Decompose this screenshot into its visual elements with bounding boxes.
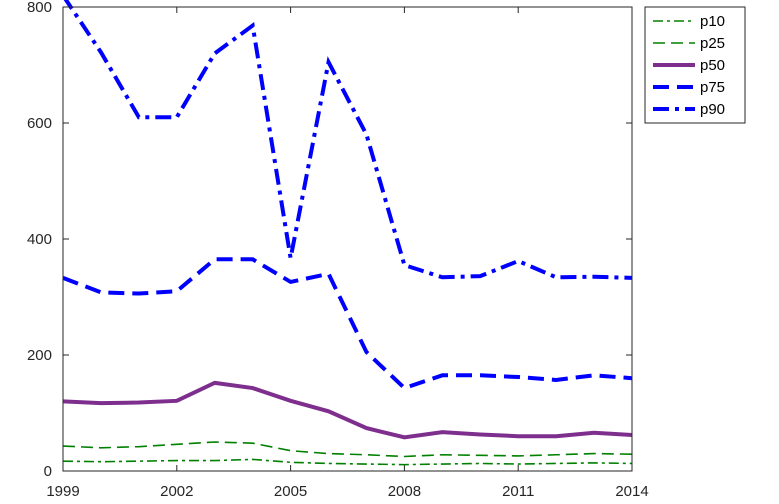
y-axis: 0 200 400 600 800 [27, 0, 632, 480]
y-tick-label: 200 [27, 347, 52, 364]
x-tick-label: 2002 [160, 483, 193, 500]
legend-label-p50: p50 [700, 57, 725, 74]
legend-label-p25: p25 [700, 35, 725, 52]
series-line-p25 [62, 441, 633, 458]
x-tick-label: 2011 [502, 483, 534, 500]
series-line-p50 [62, 380, 633, 440]
x-tick-label: 2014 [615, 483, 648, 500]
y-tick-label: 0 [44, 463, 52, 480]
y-tick-label: 600 [27, 115, 52, 132]
legend: p10 p25 p50 p75 p90 [644, 6, 746, 124]
legend-label-p10: p10 [700, 13, 725, 30]
series-line-p10 [62, 458, 633, 466]
plot-area [62, 0, 633, 472]
x-axis: 1999 2002 2005 2008 2011 2014 [46, 7, 649, 500]
x-tick-label: 2005 [274, 483, 307, 500]
legend-label-p75: p75 [700, 79, 725, 96]
series-line-p90 [63, 0, 633, 280]
x-tick-label: 1999 [46, 483, 79, 500]
series-line-p75 [62, 257, 633, 391]
y-tick-label: 800 [27, 0, 52, 16]
legend-label-p90: p90 [700, 101, 725, 118]
y-tick-label: 400 [27, 231, 52, 248]
x-tick-label: 2008 [388, 483, 421, 500]
